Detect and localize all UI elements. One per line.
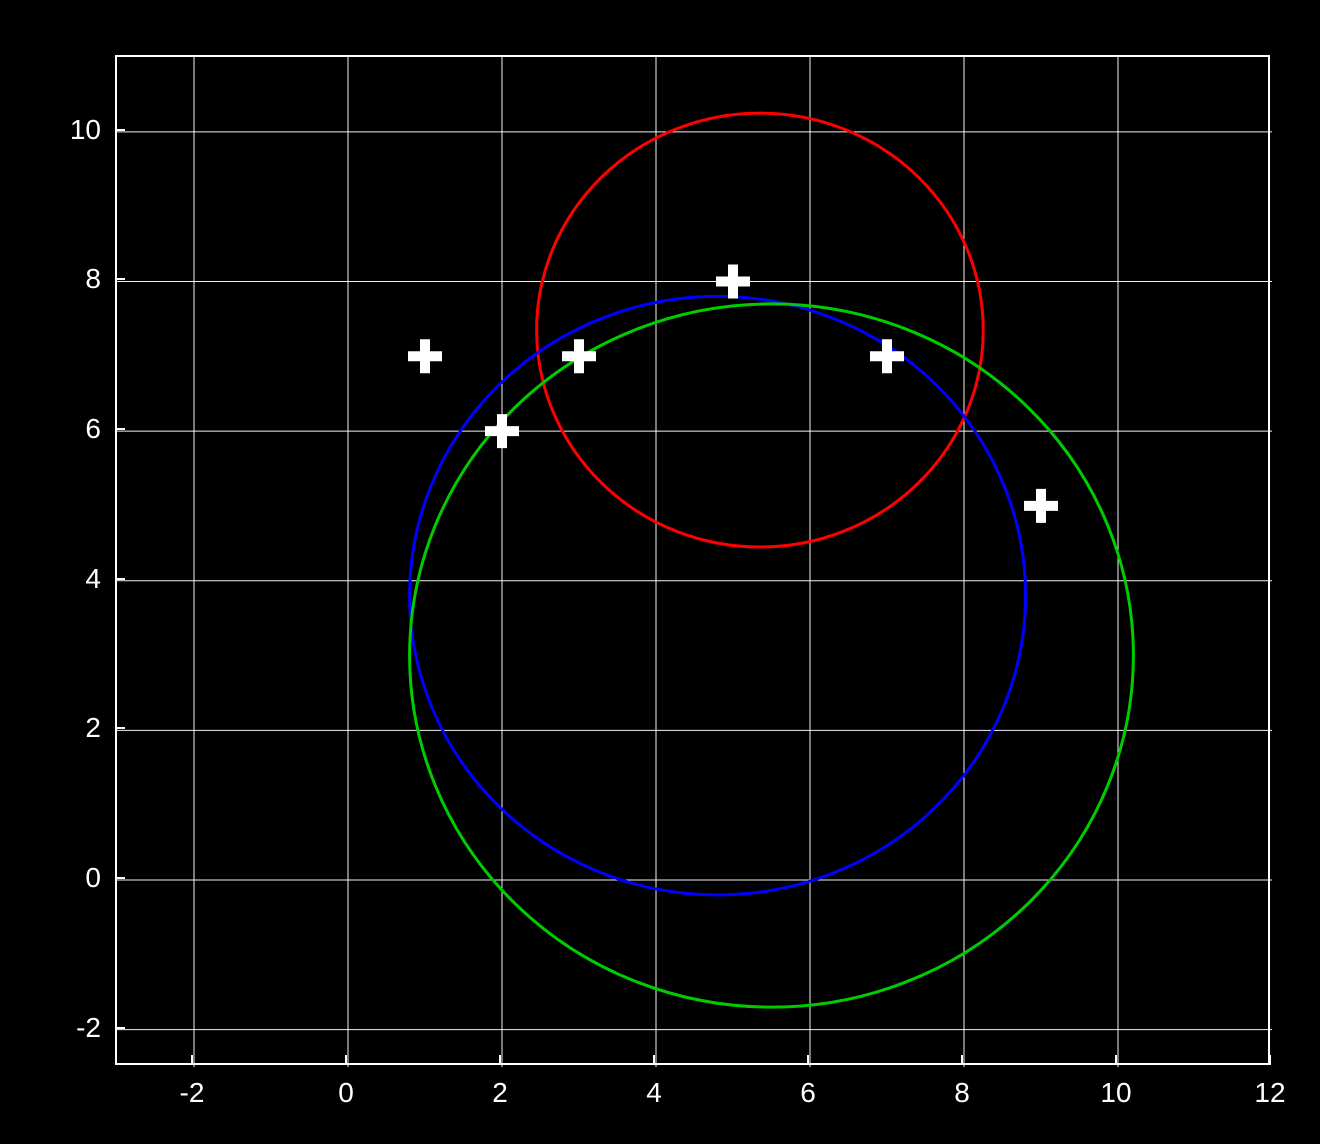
y-tick-mark (115, 578, 125, 580)
x-tick-mark (499, 1055, 501, 1065)
y-tick-label: 6 (85, 415, 101, 443)
scatter-point (562, 339, 596, 373)
y-tick-mark (115, 727, 125, 729)
y-tick-mark (115, 129, 125, 131)
y-tick-mark (115, 278, 125, 280)
y-tick-label: -2 (76, 1014, 101, 1042)
scatter-point (1024, 489, 1058, 523)
x-tick-mark (345, 1055, 347, 1065)
x-tick-mark (961, 1055, 963, 1065)
y-tick-label: 8 (85, 265, 101, 293)
scatter-point (870, 339, 904, 373)
y-tick-label: 10 (70, 116, 101, 144)
y-tick-label: 2 (85, 714, 101, 742)
plot-svg (117, 57, 1272, 1067)
x-tick-mark (653, 1055, 655, 1065)
y-tick-mark (115, 428, 125, 430)
x-tick-mark (1269, 1055, 1271, 1065)
x-tick-label: 8 (954, 1079, 970, 1107)
figure: -2 0 2 4 6 8 10 -2 0 2 4 6 8 10 12 (0, 0, 1320, 1144)
x-tick-label: 12 (1254, 1079, 1285, 1107)
x-tick-label: 10 (1100, 1079, 1131, 1107)
x-tick-mark (807, 1055, 809, 1065)
y-tick-label: 0 (85, 864, 101, 892)
scatter-point (485, 414, 519, 448)
x-tick-label: -2 (180, 1079, 205, 1107)
scatter-point (408, 339, 442, 373)
scatter-point (716, 264, 750, 298)
circle-red (537, 113, 984, 547)
x-tick-label: 6 (800, 1079, 816, 1107)
x-tick-label: 2 (492, 1079, 508, 1107)
x-tick-label: 0 (338, 1079, 354, 1107)
y-tick-label: 4 (85, 565, 101, 593)
y-tick-mark (115, 877, 125, 879)
x-tick-label: 4 (646, 1079, 662, 1107)
y-tick-mark (115, 1027, 125, 1029)
plot-area (115, 55, 1270, 1065)
circle-green (410, 304, 1134, 1007)
x-tick-mark (1115, 1055, 1117, 1065)
x-tick-mark (191, 1055, 193, 1065)
